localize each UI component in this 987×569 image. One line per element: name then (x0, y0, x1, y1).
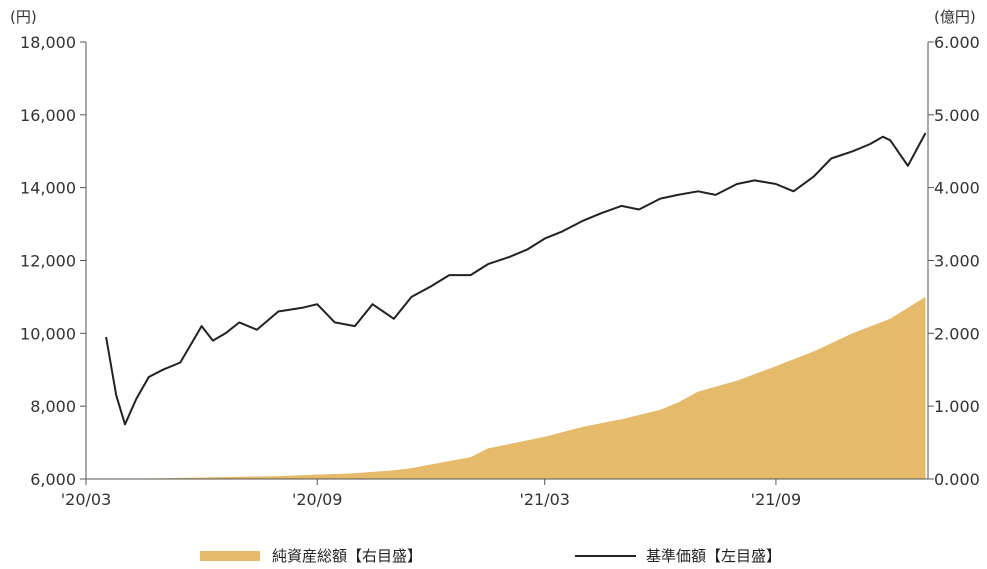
legend-swatch-net-assets (200, 551, 260, 561)
right-tick-label: 1.000 (934, 397, 980, 416)
x-axis-ticks: '20/03 '20/09 '21/03 '21/09 (61, 479, 801, 509)
x-tick-label: '21/03 (519, 490, 570, 509)
right-tick-label: 3.000 (934, 252, 980, 271)
left-tick-label: 18,000 (20, 33, 76, 52)
right-tick-label: 4.000 (934, 179, 980, 198)
left-tick-label: 6,000 (30, 470, 76, 489)
net-assets-area (106, 296, 926, 479)
left-tick-label: 10,000 (20, 324, 76, 343)
x-tick-label: '20/09 (292, 490, 343, 509)
legend-label-net-assets: 純資産総額【右目盛】 (272, 547, 422, 565)
line-layer (105, 132, 927, 426)
right-axis-unit: (億円) (934, 8, 976, 26)
nav-line (105, 132, 927, 426)
right-tick-label: 6.000 (934, 33, 980, 52)
right-tick-label: 0.000 (934, 470, 980, 489)
right-tick-label: 5.000 (934, 106, 980, 125)
left-tick-label: 16,000 (20, 106, 76, 125)
x-tick-label: '20/03 (61, 490, 112, 509)
right-axis-ticks: 0.000 1.000 2.000 3.000 4.000 5.000 6.000 (928, 33, 980, 489)
left-axis-ticks: 6,000 8,000 10,000 12,000 14,000 16,000 18,000 (20, 33, 86, 489)
left-tick-label: 12,000 (20, 252, 76, 271)
legend-label-nav: 基準価額【左目盛】 (646, 547, 781, 565)
right-tick-label: 2.000 (934, 324, 980, 343)
left-axis-unit: (円) (10, 8, 37, 26)
legend: 純資産総額【右目盛】 基準価額【左目盛】 (200, 547, 781, 565)
left-tick-label: 8,000 (30, 397, 76, 416)
left-tick-label: 14,000 (20, 179, 76, 198)
area-layer (106, 296, 926, 479)
x-tick-label: '21/09 (751, 490, 802, 509)
